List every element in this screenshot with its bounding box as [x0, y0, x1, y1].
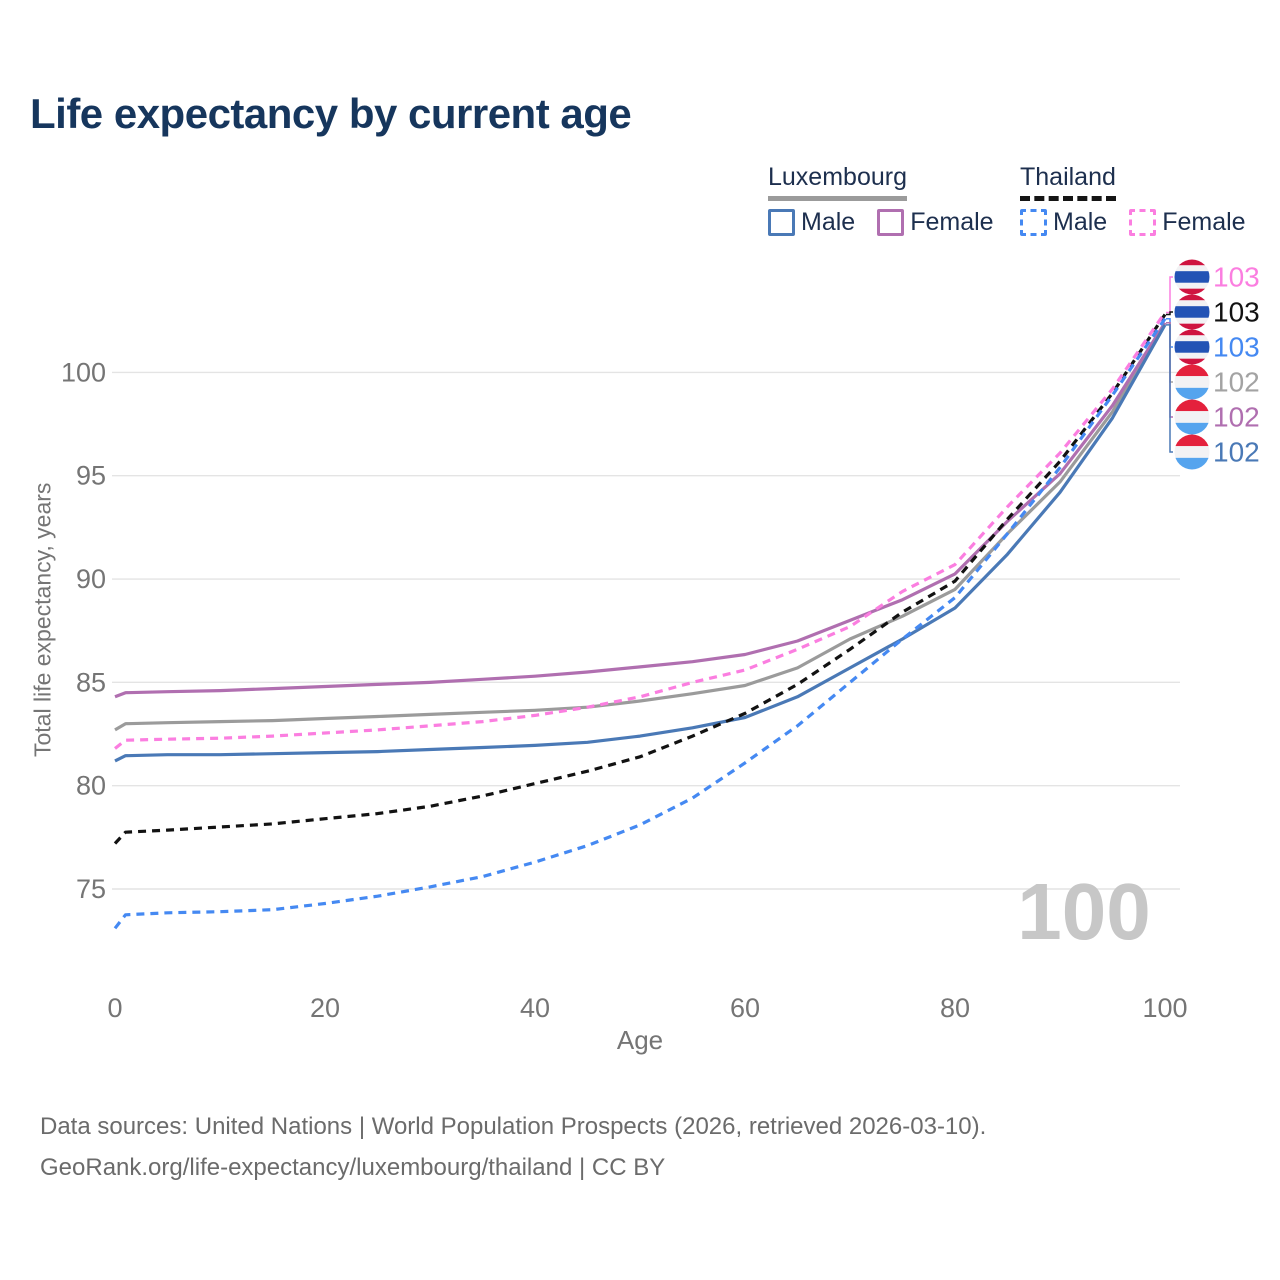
age-watermark: 100: [1017, 867, 1151, 956]
endpoint-row-th_male: 103: [1166, 317, 1260, 365]
flag-stripe: [1174, 335, 1210, 342]
legend-checkbox-icon-lu_male[interactable]: [768, 209, 795, 236]
flag-stripe: [1174, 259, 1210, 266]
flag-stripe: [1174, 446, 1210, 458]
endpoint-row-lu_total: 102: [1166, 322, 1260, 400]
flag-stripe: [1174, 288, 1210, 295]
endpoint-row-th_female: 103: [1166, 259, 1260, 314]
legend-item-label: Female: [1162, 208, 1246, 236]
series-line-th_male: [113, 317, 1167, 930]
y-tick-label-80: 80: [76, 771, 106, 801]
flag-stripe: [1174, 364, 1210, 377]
legend-group-title-thailand: Thailand: [1020, 163, 1116, 201]
flag-stripe: [1174, 306, 1210, 318]
flag-stripe: [1174, 411, 1210, 423]
thailand-flag-icon: [1174, 294, 1210, 330]
flag-stripe: [1174, 434, 1210, 447]
endpoint-value-label: 103: [1213, 297, 1260, 328]
endpoint-value-label: 102: [1213, 367, 1260, 398]
x-tick-label-40: 40: [520, 993, 550, 1023]
endpoint-leader-line: [1166, 324, 1173, 453]
flag-stripe: [1174, 294, 1210, 301]
legend-item-lu_male[interactable]: Male: [768, 208, 855, 237]
flag-stripe: [1174, 282, 1210, 289]
legend-item-label: Male: [1053, 208, 1108, 236]
footer: Data sources: United Nations | World Pop…: [40, 1106, 1240, 1188]
page-title: Life expectancy by current age: [30, 90, 632, 137]
thailand-flag-icon: [1174, 329, 1210, 365]
legend-item-lu_female[interactable]: Female: [877, 208, 994, 237]
legend-item-th_female[interactable]: Female: [1129, 208, 1246, 237]
series-line-lu_total: [114, 321, 1167, 732]
luxembourg-flag-icon: [1174, 434, 1210, 470]
y-tick-label-95: 95: [76, 461, 106, 491]
flag-stripe: [1174, 399, 1210, 412]
x-tick-label-80: 80: [940, 993, 970, 1023]
endpoint-leader-line: [1166, 276, 1173, 314]
endpoint-row-lu_male: 102: [1166, 324, 1260, 470]
luxembourg-flag-icon: [1174, 399, 1210, 435]
thailand-flag-icon: [1174, 259, 1210, 295]
series-line-th_female: [114, 311, 1167, 750]
endpoint-leader-line: [1166, 311, 1173, 316]
y-tick-label-85: 85: [76, 667, 106, 697]
flag-stripe: [1174, 457, 1210, 470]
y-tick-label-90: 90: [76, 564, 106, 594]
x-axis-title: Age: [617, 1025, 663, 1055]
endpoint-value-label: 102: [1213, 402, 1260, 433]
legend-item-label: Male: [801, 208, 856, 236]
series-line-th_total: [113, 313, 1167, 845]
flag-stripe: [1174, 300, 1210, 307]
series-line-lu_male: [114, 324, 1167, 763]
x-tick-label-0: 0: [107, 993, 122, 1023]
flag-stripe: [1174, 341, 1210, 353]
endpoint-value-label: 103: [1213, 262, 1260, 293]
legend-item-label: Female: [910, 208, 994, 236]
legend-checkbox-icon-lu_female[interactable]: [877, 209, 905, 236]
flag-stripe: [1174, 271, 1210, 283]
legend-group-luxembourg: Luxembourg Male Female: [768, 163, 994, 237]
flag-stripe: [1174, 323, 1210, 330]
y-tick-label-100: 100: [61, 357, 106, 387]
flag-stripe: [1174, 265, 1210, 272]
endpoint-row-lu_female: 102: [1166, 322, 1260, 435]
legend-group-title-luxembourg: Luxembourg: [768, 163, 907, 201]
legend-group-thailand: Thailand Male Female: [1020, 163, 1246, 237]
x-tick-label-100: 100: [1142, 993, 1187, 1023]
flag-stripe: [1174, 422, 1210, 435]
flag-stripe: [1174, 358, 1210, 365]
y-tick-label-75: 75: [76, 874, 106, 904]
series-line-lu_female: [114, 321, 1167, 699]
flag-stripe: [1174, 376, 1210, 388]
endpoint-value-label: 103: [1213, 332, 1260, 363]
legend-checkbox-icon-th_female[interactable]: [1129, 209, 1157, 236]
legend-checkbox-icon-th_male[interactable]: [1020, 209, 1047, 236]
flag-stripe: [1174, 329, 1210, 336]
x-tick-label-60: 60: [730, 993, 760, 1023]
flag-stripe: [1174, 317, 1210, 324]
data-sources-line: Data sources: United Nations | World Pop…: [40, 1113, 987, 1140]
endpoint-row-th_total: 103: [1166, 294, 1260, 330]
flag-stripe: [1174, 387, 1210, 400]
attribution-line: GeoRank.org/life-expectancy/luxembourg/t…: [40, 1154, 666, 1181]
x-tick-label-20: 20: [310, 993, 340, 1023]
luxembourg-flag-icon: [1174, 364, 1210, 400]
flag-stripe: [1174, 352, 1210, 359]
endpoint-value-label: 102: [1213, 437, 1260, 468]
legend-item-th_male[interactable]: Male: [1020, 208, 1107, 237]
